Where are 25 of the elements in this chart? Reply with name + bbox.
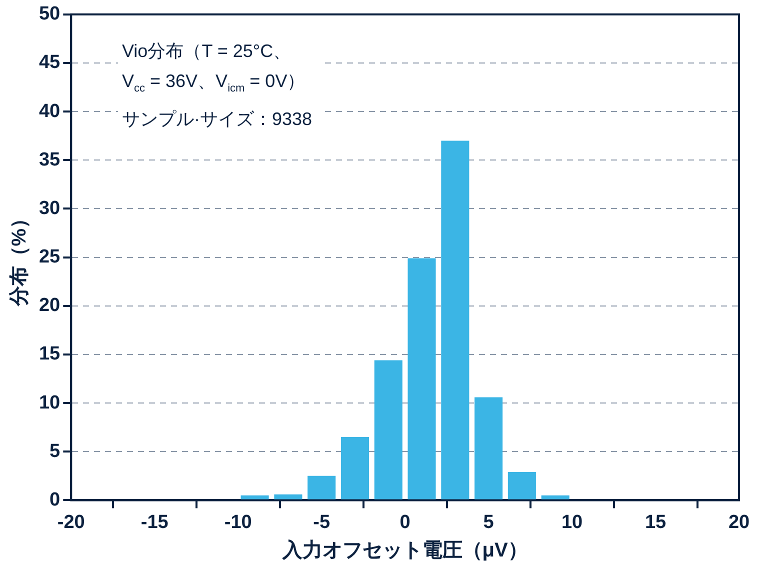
y-tick-label: 15 <box>38 344 61 365</box>
y-tick-label: 35 <box>38 149 61 170</box>
y-tick-label: 0 <box>50 489 60 510</box>
y-tick-label: 5 <box>50 440 61 462</box>
x-tick-label: -15 <box>140 512 169 533</box>
y-tick-label: 10 <box>38 392 60 414</box>
annotation: V$_{cc}$ = 36V、V$_{icm}$ = 0V） <box>122 70 306 97</box>
y-tick-label: 20 <box>38 295 60 316</box>
x-tick-label: -20 <box>57 512 85 533</box>
y-tick-label: 30 <box>38 198 60 219</box>
annotation: サンプル·サイズ：9338 <box>122 108 312 131</box>
x-tick-label: 10 <box>561 512 583 533</box>
annotation: Vio分布（T = 25°C、 <box>122 40 292 63</box>
y-tick-label: 40 <box>38 100 60 122</box>
x-tick-label: -10 <box>224 512 252 533</box>
y-tick-label: 45 <box>38 52 61 74</box>
x-tick-label: 15 <box>644 512 667 533</box>
x-tick-label: 0 <box>400 512 410 533</box>
x-tick-label: 20 <box>728 512 750 533</box>
y-tick-label: 25 <box>38 246 61 268</box>
x-tick-label: -5 <box>313 512 330 533</box>
y-axis-title: 分布（%） <box>8 208 31 308</box>
x-tick-label: 5 <box>483 512 494 533</box>
y-tick-label: 50 <box>38 4 60 25</box>
x-axis-title: 入力オフセット電圧（μV） <box>281 538 528 562</box>
